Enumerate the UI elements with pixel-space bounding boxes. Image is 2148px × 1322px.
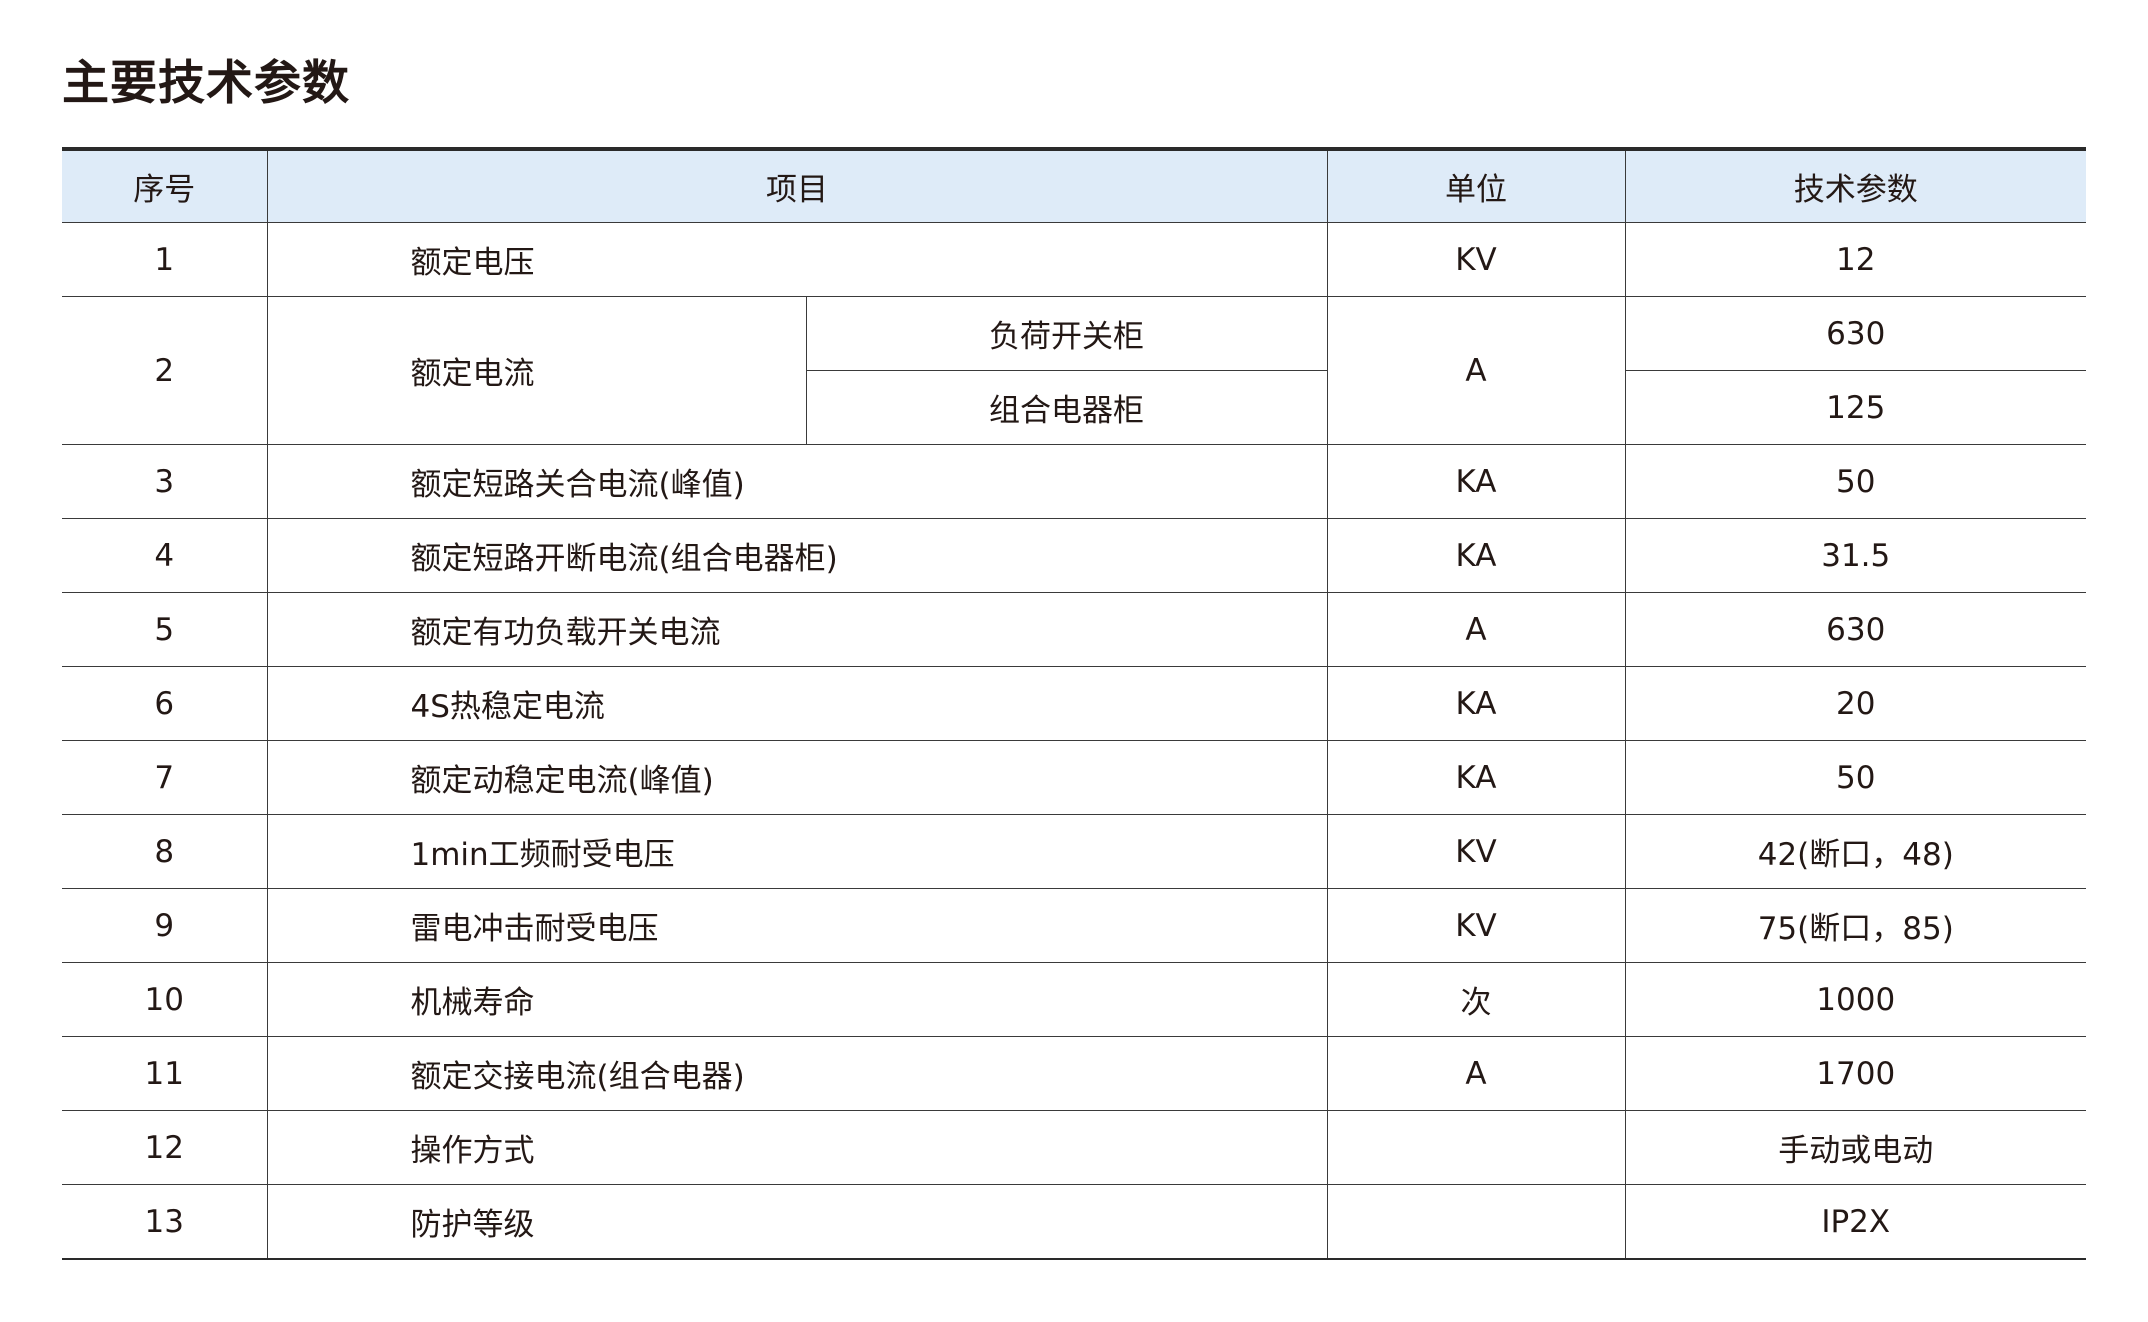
row-number: 8 <box>62 814 268 889</box>
row-item: 额定短路关合电流(峰值) <box>266 444 1328 519</box>
row-number: 10 <box>62 962 268 1037</box>
parameters-table: 序号 项目 单位 技术参数 1 额定电压 KV 12 2 额定电流 负荷开关柜 A 630 组合电… <box>62 147 2086 1260</box>
row-number: 4 <box>62 518 268 593</box>
row-value: 1700 <box>1624 1036 2086 1111</box>
row-value: 20 <box>1624 666 2086 741</box>
row-item: 防护等级 <box>266 1184 1328 1260</box>
row-value: 50 <box>1624 444 2086 519</box>
row-number: 2 <box>62 296 268 445</box>
row-unit: 次 <box>1326 962 1626 1037</box>
row-item: 额定电流 <box>266 296 807 445</box>
row-number: 13 <box>62 1184 268 1260</box>
table-row: 6 4S热稳定电流 KA 20 <box>62 666 2086 741</box>
row-unit: A <box>1326 1036 1626 1111</box>
table-row: 1 额定电压 KV 12 <box>62 222 2086 297</box>
row-unit <box>1326 1110 1626 1185</box>
row-unit: A <box>1326 296 1626 445</box>
row-subitem: 负荷开关柜 <box>805 296 1328 371</box>
row-value: 1000 <box>1624 962 2086 1037</box>
header-value: 技术参数 <box>1624 147 2086 223</box>
row-unit: KA <box>1326 740 1626 815</box>
table-row: 2 额定电流 负荷开关柜 A 630 <box>62 296 2086 445</box>
row-item: 雷电冲击耐受电压 <box>266 888 1328 963</box>
row-value: 125 <box>1624 370 2086 445</box>
table-row: 7 额定动稳定电流(峰值) KA 50 <box>62 740 2086 815</box>
table-row: 10 机械寿命次 1000 <box>62 962 2086 1037</box>
row-value: 31.5 <box>1624 518 2086 593</box>
row-value: 12 <box>1624 222 2086 297</box>
row-value: 50 <box>1624 740 2086 815</box>
table-row: 13 防护等级 IP2X <box>62 1184 2086 1260</box>
table-row: 9 雷电冲击耐受电压 KV 75(断口，85) <box>62 888 2086 963</box>
row-number: 6 <box>62 666 268 741</box>
row-value: 630 <box>1624 296 2086 371</box>
table-row: 8 1min工频耐受电压 KV 42(断口，48) <box>62 814 2086 889</box>
row-unit <box>1326 1184 1626 1260</box>
row-item: 操作方式 <box>266 1110 1328 1185</box>
table-row: 12 操作方式 手动或电动 <box>62 1110 2086 1185</box>
row-value: IP2X <box>1624 1184 2086 1260</box>
table-row: 11 额定交接电流(组合电器) A 1700 <box>62 1036 2086 1111</box>
table-row: 3 额定短路关合电流(峰值) KA 50 <box>62 444 2086 519</box>
table-row: 5 额定有功负载开关电流 A 630 <box>62 592 2086 667</box>
table-header-row: 序号 项目 单位 技术参数 <box>62 147 2086 223</box>
row-unit: KV <box>1326 814 1626 889</box>
row-unit: KA <box>1326 518 1626 593</box>
row-subitem: 组合电器柜 <box>806 370 1328 445</box>
row-number: 5 <box>62 592 268 667</box>
row-item: 4S热稳定电流 <box>266 666 1328 741</box>
row-unit: A <box>1326 592 1626 667</box>
row-number: 7 <box>62 740 268 815</box>
row-number: 9 <box>62 888 268 963</box>
row-number: 11 <box>62 1036 268 1111</box>
row-unit: KA <box>1326 666 1626 741</box>
table-row: 4 额定短路开断电流(组合电器柜) KA 31.5 <box>62 518 2086 593</box>
row-unit: KV <box>1326 222 1626 297</box>
row-item: 额定交接电流(组合电器) <box>266 1036 1328 1111</box>
row-number: 1 <box>62 222 268 297</box>
row-item: 额定动稳定电流(峰值) <box>266 740 1328 815</box>
row-value: 42(断口，48) <box>1624 814 2086 889</box>
row-item: 额定短路开断电流(组合电器柜) <box>266 518 1328 593</box>
row-value: 75(断口，85) <box>1624 888 2086 963</box>
row-number: 12 <box>62 1110 268 1185</box>
header-unit: 单位 <box>1326 147 1626 223</box>
header-item: 项目 <box>266 147 1328 223</box>
row-unit: KA <box>1326 444 1626 519</box>
header-no: 序号 <box>62 147 268 223</box>
row-item: 1min工频耐受电压 <box>266 814 1328 889</box>
row-item: 额定有功负载开关电流 <box>266 592 1328 667</box>
row-unit: KV <box>1326 888 1626 963</box>
row-item: 机械寿命 <box>266 962 1328 1037</box>
row-value: 630 <box>1624 592 2086 667</box>
table-subrow: 组合电器柜 125 <box>62 370 2086 445</box>
row-item: 额定电压 <box>266 222 1328 297</box>
row-number: 3 <box>62 444 268 519</box>
page-title: 主要技术参数 <box>62 56 350 111</box>
row-value: 手动或电动 <box>1624 1110 2086 1185</box>
